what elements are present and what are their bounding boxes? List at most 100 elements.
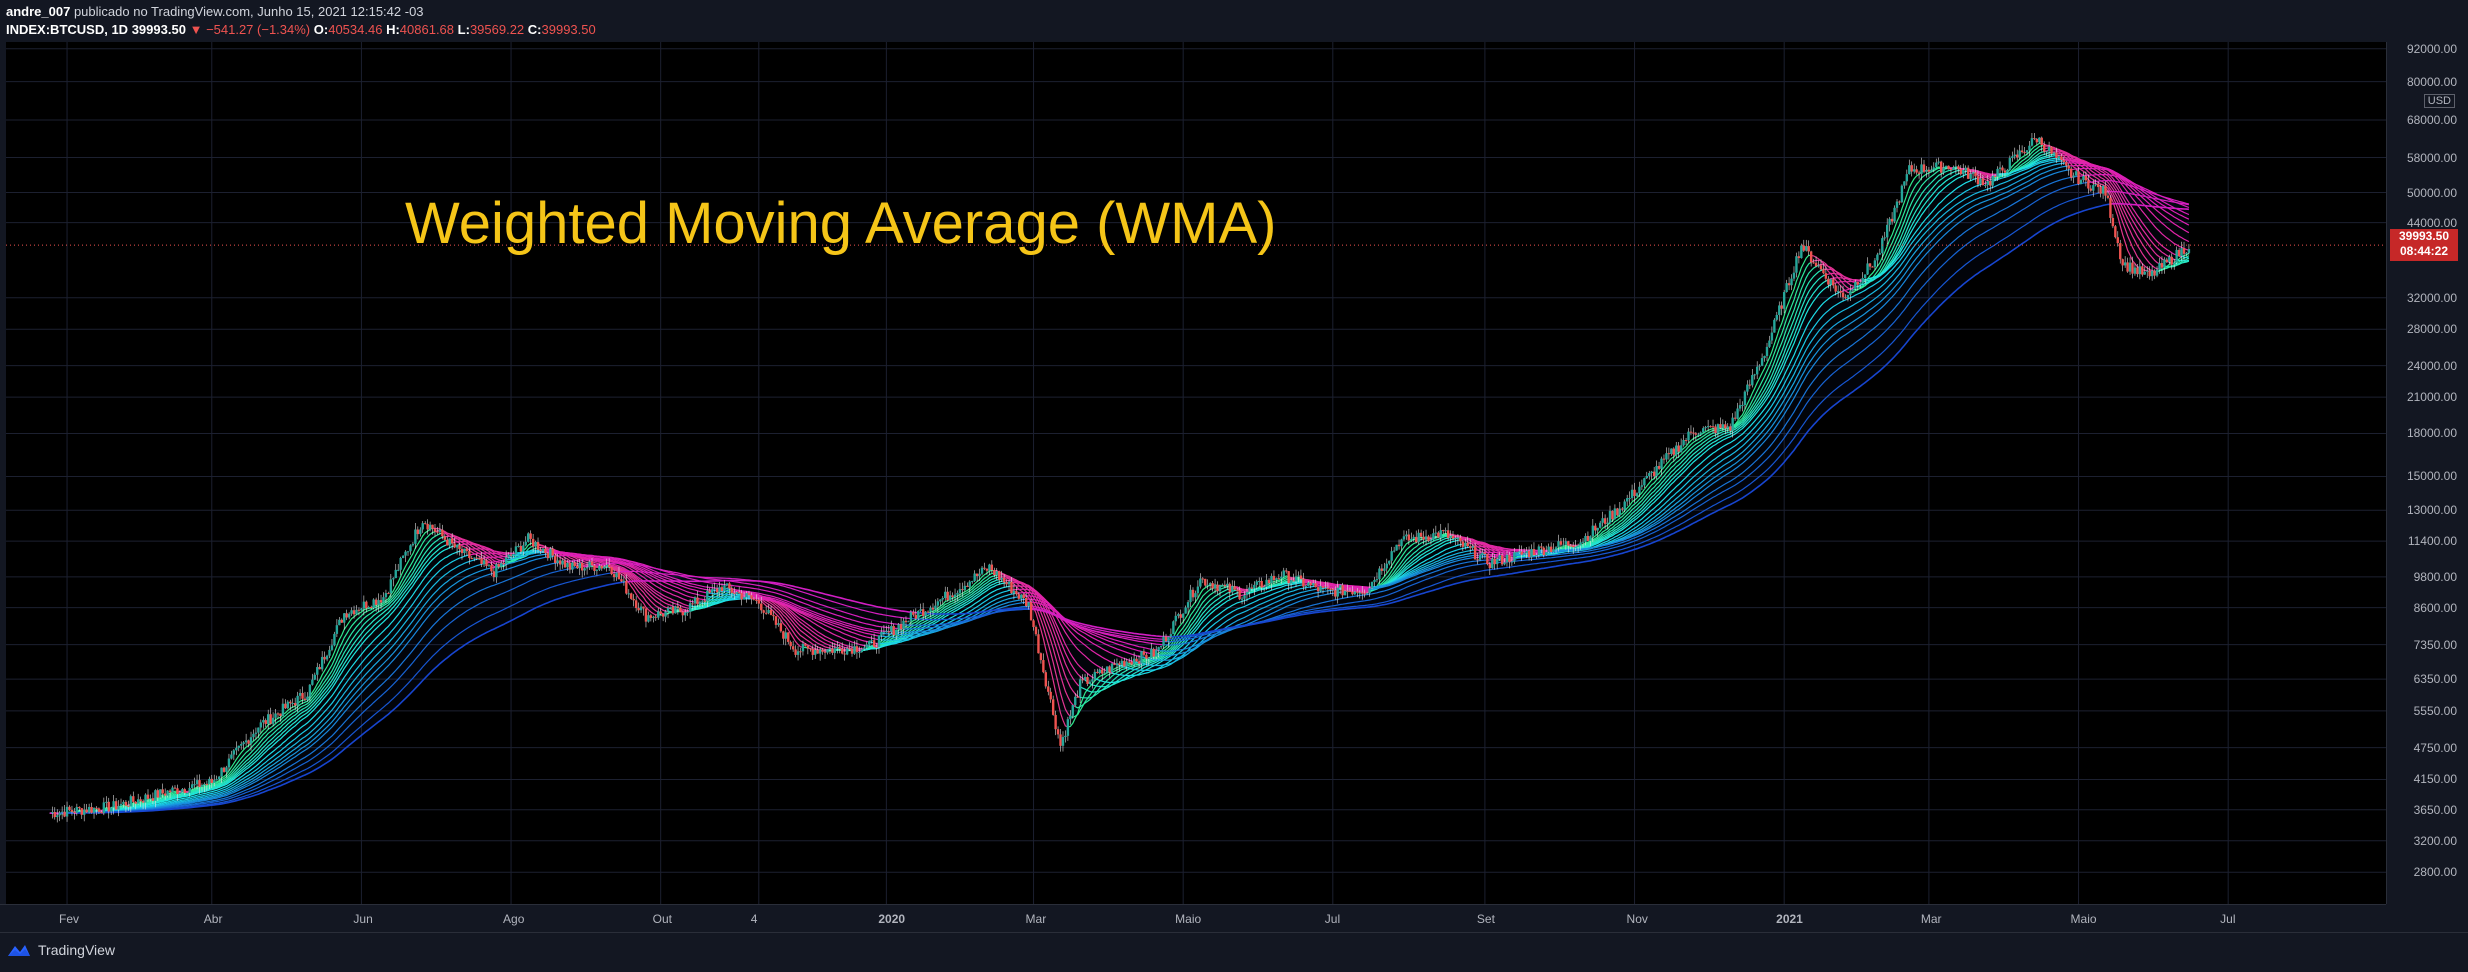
candle-body <box>1481 553 1483 555</box>
candle-body <box>1314 583 1316 587</box>
tradingview-logo[interactable]: TradingView <box>6 942 115 958</box>
candle-body <box>211 779 213 783</box>
candle-body <box>1224 585 1226 586</box>
candle-body <box>1400 540 1402 547</box>
candle-body <box>1130 662 1132 665</box>
candle-body <box>745 593 747 597</box>
candle-body <box>2060 156 2062 160</box>
candle-body <box>2136 268 2138 275</box>
candle-body <box>1444 530 1446 531</box>
chart-pane[interactable] <box>6 42 2386 904</box>
candle-body <box>1898 202 1900 203</box>
candle-body <box>973 574 975 582</box>
time-tick-label: Mar <box>1026 912 1047 926</box>
candle-body <box>120 804 122 806</box>
candle-body <box>1025 598 1027 606</box>
candle-body <box>1597 528 1599 531</box>
candle-body <box>1749 385 1751 386</box>
candle-body <box>802 644 804 651</box>
price-tick-label: 13000.00 <box>2407 503 2457 517</box>
candle-body <box>1023 595 1025 598</box>
candle-body <box>1901 186 1903 202</box>
candle-body <box>1675 446 1677 455</box>
candle-body <box>1940 162 1942 173</box>
candle-body <box>814 650 816 655</box>
candle-body <box>677 606 679 607</box>
candle-body <box>1530 549 1532 557</box>
candle-body <box>696 598 698 605</box>
candle-body <box>1724 424 1726 428</box>
candle-body <box>2080 180 2082 184</box>
candle-body <box>669 607 671 608</box>
candle-body <box>1189 590 1191 602</box>
price-chart[interactable] <box>6 42 2386 904</box>
price-tick-label: 21000.00 <box>2407 390 2457 404</box>
candle-body <box>1202 578 1204 579</box>
candle-body <box>142 801 144 802</box>
candle-body <box>2018 150 2020 157</box>
candle-body <box>1849 291 1851 295</box>
candle-body <box>380 600 382 602</box>
candle-body <box>1879 253 1881 254</box>
candle-body <box>532 539 534 547</box>
candle-body <box>951 595 953 597</box>
candle-body <box>473 558 475 559</box>
candle-body <box>1403 536 1405 539</box>
candle-body <box>520 546 522 552</box>
candle-body <box>144 795 146 803</box>
price-tick-label: 58000.00 <box>2407 151 2457 165</box>
candle-body <box>169 791 171 793</box>
candle-body <box>402 556 404 558</box>
candle-body <box>125 802 127 806</box>
candle-body <box>993 570 995 575</box>
price-tick-label: 68000.00 <box>2407 113 2457 127</box>
candle-body <box>1834 285 1836 291</box>
candle-body <box>1584 536 1586 542</box>
candle-body <box>1496 559 1498 564</box>
price-tick-label: 28000.00 <box>2407 322 2457 336</box>
candle-body <box>269 714 271 724</box>
candle-body <box>1938 162 1940 163</box>
candle-body <box>1081 679 1083 680</box>
candle-body <box>1766 347 1768 356</box>
candle-body <box>1430 540 1432 541</box>
candle-body <box>1086 677 1088 684</box>
author-name[interactable]: andre_007 <box>6 4 70 19</box>
candle-body <box>2090 189 2092 191</box>
candle-body <box>348 614 350 618</box>
candle-body <box>1351 592 1353 595</box>
candle-body <box>942 598 944 599</box>
candle-body <box>316 667 318 675</box>
candle-body <box>1135 659 1137 662</box>
candle-body <box>664 612 666 617</box>
candle-body <box>1108 666 1110 672</box>
candle-body <box>961 589 963 590</box>
candle-body <box>208 779 210 784</box>
symbol-label[interactable]: INDEX:BTCUSD, 1D <box>6 22 128 37</box>
candle-body <box>2075 171 2077 175</box>
candle-body <box>2092 185 2094 191</box>
candle-body <box>1776 315 1778 320</box>
candle-body <box>1425 536 1427 539</box>
candle-body <box>2085 176 2087 180</box>
candle-body <box>1386 564 1388 569</box>
candle-body <box>1690 432 1692 433</box>
candle-body <box>137 799 139 803</box>
candle-body <box>1084 677 1086 680</box>
candle-body <box>632 599 634 600</box>
candle-body <box>1101 670 1103 674</box>
candle-body <box>1695 433 1697 434</box>
candle-body <box>1050 692 1052 700</box>
candle-body <box>1273 576 1275 580</box>
candle-body <box>66 807 68 817</box>
currency-badge[interactable]: USD <box>2424 94 2455 108</box>
candle-body <box>576 566 578 568</box>
candle-body <box>1413 537 1415 539</box>
candle-body <box>1709 426 1711 427</box>
candle-body <box>1540 546 1542 547</box>
candle-body <box>1616 508 1618 515</box>
candle-body <box>88 807 90 812</box>
candle-body <box>1727 426 1729 428</box>
